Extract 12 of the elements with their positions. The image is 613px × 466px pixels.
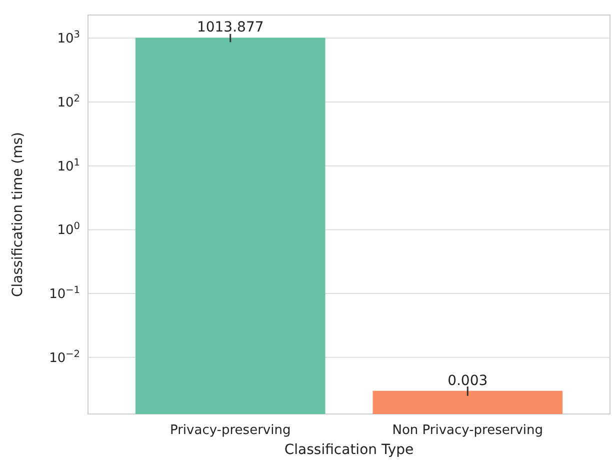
- y-tick-label: 10$^{−1}$: [49, 284, 80, 302]
- y-tick-label: 10$^{−2}$: [49, 348, 80, 366]
- x-tick-label: Privacy-preserving: [170, 423, 291, 438]
- data-label: 0.003: [448, 372, 488, 389]
- y-tick-label: 10$^{1}$: [57, 156, 80, 174]
- x-tick-label: Non Privacy-preserving: [392, 423, 544, 438]
- y-axis-title: Classification time (ms): [10, 132, 26, 298]
- data-label: 1013.877: [196, 20, 264, 36]
- y-tick-label: 10$^{0}$: [57, 220, 80, 238]
- y-tick-label: 10$^{2}$: [57, 93, 80, 111]
- y-tick-label: 10$^{3}$: [57, 29, 80, 47]
- x-axis-title: Classification Type: [284, 442, 414, 458]
